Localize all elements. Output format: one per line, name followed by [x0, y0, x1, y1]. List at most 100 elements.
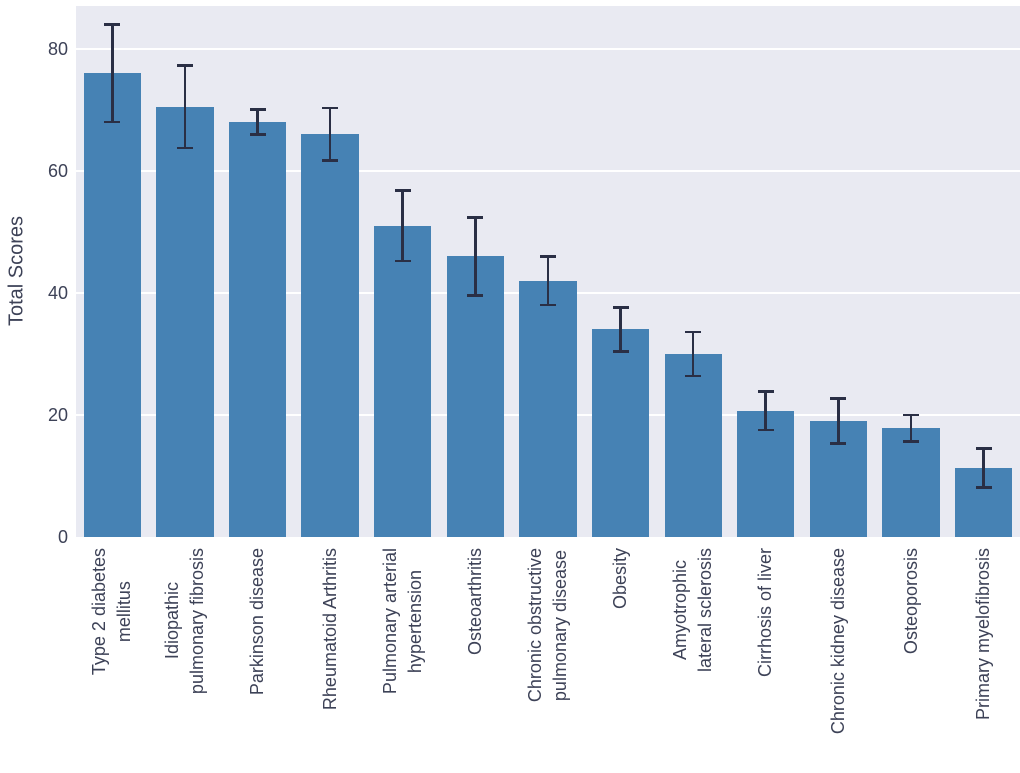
x-label-slot: Amyotrophic lateral sclerosis [657, 548, 730, 772]
error-bar-cap-top [612, 306, 629, 309]
x-tick-label: Osteoarthritis [464, 548, 485, 656]
x-tick-label: Parkinson disease [247, 548, 268, 696]
bar-slot [366, 6, 439, 537]
x-tick-label: Chronic obstructive pulmonary disease [525, 548, 570, 703]
x-label-slot: Obesity [584, 548, 657, 772]
error-bar-line [546, 255, 550, 307]
bar-slot [149, 6, 222, 537]
bar [228, 121, 287, 537]
error-bar-line [256, 107, 259, 137]
error-bar [249, 107, 266, 137]
bars-layer [76, 6, 1020, 537]
error-bar-cap-bottom [539, 303, 556, 307]
y-tick-label: 40 [47, 282, 68, 303]
error-bar-cap-top [685, 330, 702, 334]
x-label-slot: Parkinson disease [221, 548, 294, 772]
error-bar-cap-bottom [176, 146, 193, 150]
error-bar-cap-top [830, 397, 847, 400]
x-label-slot: Rheumatoid Arthritis [294, 548, 367, 772]
error-bar-cap-top [394, 189, 411, 192]
bar-slot [802, 6, 875, 537]
error-bar-cap-bottom [975, 486, 992, 489]
error-bar-cap-bottom [394, 259, 411, 263]
error-bar-line [837, 397, 840, 445]
x-label-slot: Osteoarthritis [439, 548, 512, 772]
error-bar [322, 106, 339, 162]
x-tick-label: Pulmonary arterial hypertension [379, 548, 425, 695]
bar-slot [584, 6, 657, 537]
x-label-slot: Chronic kidney disease [802, 548, 875, 772]
x-tick-label: Osteoporosis [900, 548, 921, 655]
bar-slot [294, 6, 367, 537]
error-bar-cap-top [104, 23, 121, 26]
error-bar-cap-top [975, 447, 992, 450]
bar [83, 73, 141, 537]
error-bar-cap-top [539, 255, 556, 258]
error-bar-cap-bottom [322, 159, 339, 162]
error-bar [757, 389, 774, 432]
error-bar [467, 215, 484, 297]
error-bar [176, 64, 193, 150]
error-bar [975, 447, 992, 489]
error-bar-line [401, 189, 405, 263]
error-bar-line [982, 447, 985, 489]
x-label-slot: Primary myelofibrosis [947, 548, 1020, 772]
error-bar-line [111, 23, 114, 124]
error-bar-cap-top [757, 389, 774, 393]
x-tick-label: Type 2 diabetes mellitus [89, 548, 135, 676]
x-label-slot: Chronic obstructive pulmonary disease [512, 548, 585, 772]
error-bar-cap-bottom [612, 350, 629, 353]
bar-slot [947, 6, 1020, 537]
x-tick-label: Rheumatoid Arthritis [319, 548, 340, 711]
x-label-slot: Cirrhosis of liver [729, 548, 802, 772]
bar-slot [657, 6, 730, 537]
error-bar-cap-bottom [685, 374, 702, 378]
bar [446, 256, 505, 537]
error-bar-cap-bottom [467, 293, 484, 297]
x-label-slot: Osteoporosis [875, 548, 948, 772]
bar [737, 410, 795, 537]
error-bar [612, 306, 629, 353]
error-bar [685, 330, 702, 378]
error-bar-cap-bottom [104, 120, 121, 124]
x-axis: Type 2 diabetes mellitus Idiopathic pulmo… [76, 548, 1020, 772]
error-bar-line [183, 64, 187, 150]
x-tick-label: Chronic kidney disease [827, 548, 848, 735]
bar [591, 329, 650, 537]
error-bar [903, 413, 919, 444]
x-label-slot: Pulmonary arterial hypertension [366, 548, 439, 772]
x-label-slot: Type 2 diabetes mellitus [76, 548, 149, 772]
error-bar-line [474, 215, 477, 297]
error-bar-cap-top [176, 64, 193, 67]
y-tick-label: 60 [47, 160, 68, 181]
error-bar-cap-bottom [830, 442, 847, 445]
x-tick-label: Cirrhosis of liver [755, 548, 776, 678]
x-tick-label: Amyotrophic lateral sclerosis [670, 548, 716, 673]
error-bar-cap-top [903, 413, 919, 417]
bar-slot [875, 6, 948, 537]
error-bar [539, 255, 556, 307]
x-tick-label: Obesity [610, 548, 631, 610]
y-tick-label: 80 [47, 38, 68, 59]
y-axis: 0 20 40 60 80 [0, 6, 68, 547]
plot-area [76, 6, 1020, 537]
error-bar [104, 23, 121, 124]
x-tick-label: Idiopathic pulmonary fibrosis [162, 548, 207, 695]
x-tick-label: Primary myelofibrosis [973, 548, 994, 721]
gridline [76, 170, 1020, 172]
error-bar-line [909, 413, 913, 444]
error-bar [830, 397, 847, 445]
y-tick-label: 20 [47, 404, 68, 425]
bar [301, 134, 359, 537]
error-bar-line [691, 330, 695, 378]
error-bar-cap-bottom [249, 133, 266, 137]
bar-slot [221, 6, 294, 537]
error-bar-line [328, 106, 332, 162]
error-bar-line [764, 389, 768, 432]
bar [374, 225, 432, 537]
error-bar-cap-bottom [757, 428, 774, 432]
error-bar-cap-top [322, 106, 339, 110]
bar [664, 353, 722, 537]
bar-slot [76, 6, 149, 537]
